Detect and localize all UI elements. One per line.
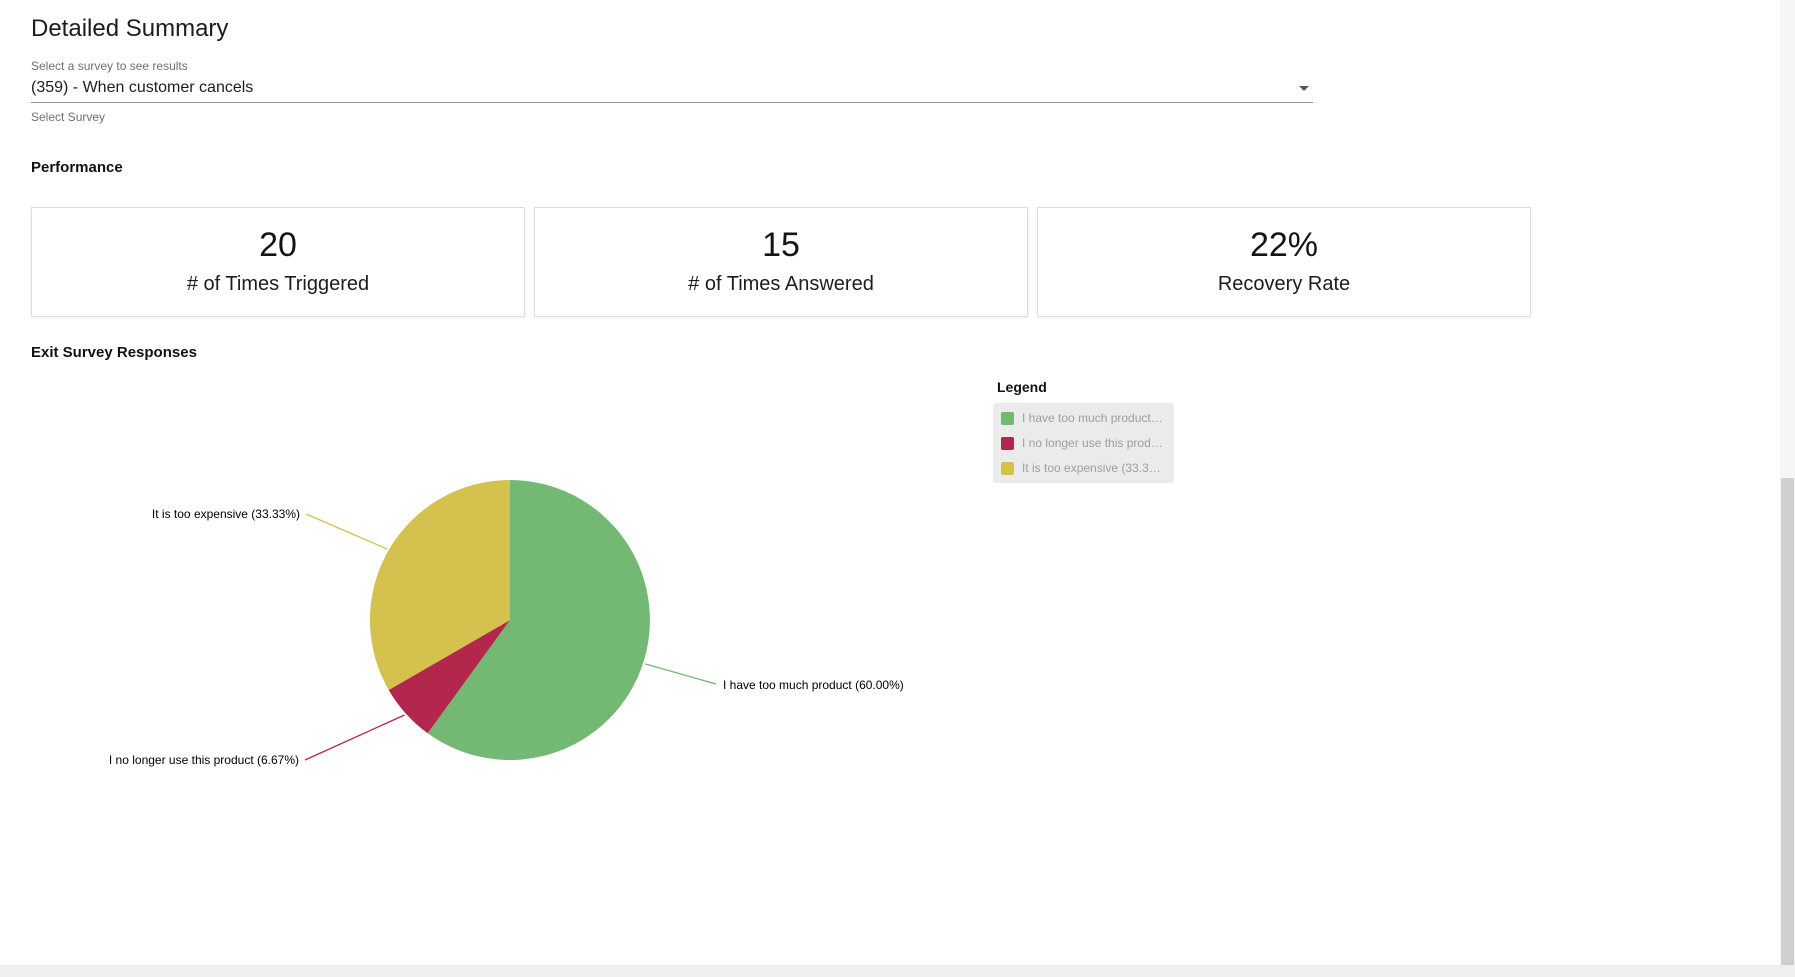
legend-item-0[interactable]: I have too much product (60.00%) — [1001, 410, 1166, 426]
pie-slice-2[interactable] — [369, 480, 510, 690]
survey-select-label: Select a survey to see results — [31, 59, 188, 73]
metric-value: 20 — [259, 226, 297, 264]
horizontal-scrollbar-track[interactable] — [0, 965, 1795, 977]
vertical-scrollbar-thumb[interactable] — [1781, 478, 1794, 977]
legend-entries: I have too much product (60.00%) I no lon… — [993, 403, 1174, 483]
legend-title: Legend — [997, 379, 1047, 395]
legend-swatch-icon — [1001, 461, 1014, 475]
legend-item-label: It is too expensive (33.33%) — [1022, 461, 1166, 475]
performance-cards: 20 # of Times Triggered 15 # of Times An… — [31, 207, 1531, 317]
legend-item-label: I no longer use this product (6.67%) — [1022, 436, 1166, 450]
metric-value: 15 — [762, 226, 800, 264]
metric-label: # of Times Triggered — [186, 273, 370, 295]
vertical-scrollbar-track[interactable] — [1780, 0, 1795, 977]
pie-slice-label-2: It is too expensive (33.33%) — [152, 507, 300, 521]
chevron-down-icon[interactable] — [1299, 86, 1309, 91]
pie-chart-svg: I have too much product (60.00%) I no lon… — [109, 480, 904, 767]
exit-survey-responses-heading: Exit Survey Responses — [31, 344, 197, 361]
metric-card-times-answered: 15 # of Times Answered — [534, 207, 1028, 317]
legend-swatch-icon — [1001, 436, 1014, 450]
pie-slice-0[interactable] — [427, 480, 650, 760]
legend-item-1[interactable]: I no longer use this product (6.67%) — [1001, 435, 1166, 451]
legend-swatch-icon — [1001, 411, 1014, 425]
pie-leader-line-2 — [305, 513, 388, 550]
performance-heading: Performance — [31, 159, 123, 176]
metric-label: Recovery Rate — [1217, 273, 1351, 295]
pie-leader-line-1 — [304, 714, 405, 761]
metric-value: 22% — [1249, 226, 1319, 264]
survey-select[interactable]: (359) - When customer cancels — [31, 75, 1313, 103]
metric-card-times-triggered: 20 # of Times Triggered — [31, 207, 525, 317]
legend-item-label: I have too much product (60.00%) — [1022, 411, 1166, 425]
pie-leader-line-0 — [644, 663, 717, 685]
legend-item-2[interactable]: It is too expensive (33.33%) — [1001, 460, 1166, 476]
survey-select-helper: Select Survey — [31, 110, 106, 124]
chart-legend: Legend I have too much product (60.00%)I… — [993, 379, 1174, 483]
pie-slice-1[interactable] — [388, 620, 510, 734]
exit-survey-pie-chart: I have too much product (60.00%) I no lon… — [0, 370, 1565, 870]
page-title: Detailed Summary — [31, 15, 229, 42]
survey-select-value[interactable]: (359) - When customer cancels — [31, 79, 254, 96]
pie-slice-label-0: I have too much product (60.00%) — [723, 678, 904, 692]
pie-slice-label-1: I no longer use this product (6.67%) — [109, 753, 299, 767]
metric-label: # of Times Answered — [688, 273, 874, 295]
metric-card-recovery-rate: 22% Recovery Rate — [1037, 207, 1531, 317]
